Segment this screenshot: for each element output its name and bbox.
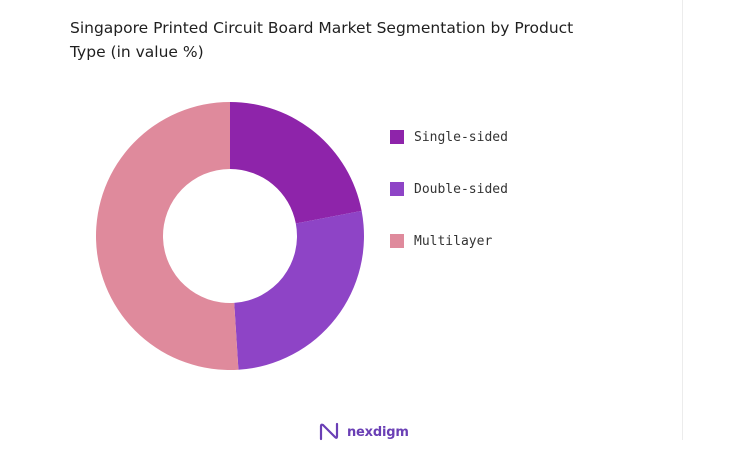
legend-label-single-sided: Single-sided	[414, 130, 508, 145]
legend-label-multilayer: Multilayer	[414, 234, 492, 249]
chart-title-line-2: Type (in value %)	[70, 43, 204, 61]
brand-logo: nexdigm	[318, 421, 409, 443]
chart-title: Singapore Printed Circuit Board Market S…	[70, 16, 682, 64]
legend-swatch-single-sided	[390, 130, 404, 144]
chart-legend: Single-sided Double-sided Multilayer	[390, 130, 508, 249]
legend-label-double-sided: Double-sided	[414, 182, 508, 197]
donut-slice-multilayer	[96, 102, 239, 370]
legend-swatch-multilayer	[390, 234, 404, 248]
nexdigm-logo-icon	[319, 422, 339, 441]
brand-name: nexdigm	[347, 424, 409, 440]
chart-title-line-1: Singapore Printed Circuit Board Market S…	[70, 19, 574, 37]
right-divider	[682, 0, 683, 440]
donut-slice-single-sided	[230, 102, 362, 224]
donut-slice-double-sided	[234, 210, 364, 370]
legend-swatch-double-sided	[390, 182, 404, 196]
donut-slices	[96, 102, 364, 370]
